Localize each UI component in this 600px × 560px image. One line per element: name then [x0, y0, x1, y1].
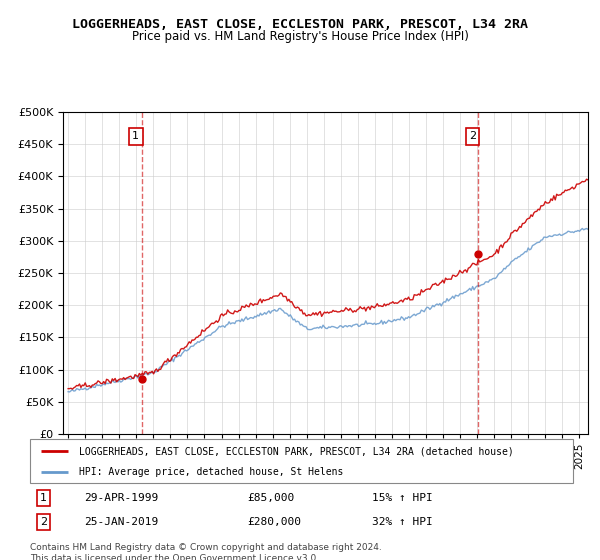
Text: 2: 2 [469, 132, 476, 142]
Text: £85,000: £85,000 [247, 493, 295, 503]
FancyBboxPatch shape [30, 439, 573, 483]
Text: 29-APR-1999: 29-APR-1999 [85, 493, 158, 503]
Text: HPI: Average price, detached house, St Helens: HPI: Average price, detached house, St H… [79, 467, 343, 477]
Text: Contains HM Land Registry data © Crown copyright and database right 2024.
This d: Contains HM Land Registry data © Crown c… [30, 543, 382, 560]
Text: £280,000: £280,000 [247, 517, 301, 526]
Text: 2: 2 [40, 517, 47, 526]
Text: 32% ↑ HPI: 32% ↑ HPI [372, 517, 433, 526]
Text: LOGGERHEADS, EAST CLOSE, ECCLESTON PARK, PRESCOT, L34 2RA: LOGGERHEADS, EAST CLOSE, ECCLESTON PARK,… [72, 18, 528, 31]
Text: 25-JAN-2019: 25-JAN-2019 [85, 517, 158, 526]
Text: 1: 1 [40, 493, 47, 503]
Text: 1: 1 [132, 132, 139, 142]
Text: LOGGERHEADS, EAST CLOSE, ECCLESTON PARK, PRESCOT, L34 2RA (detached house): LOGGERHEADS, EAST CLOSE, ECCLESTON PARK,… [79, 446, 514, 456]
Text: 15% ↑ HPI: 15% ↑ HPI [372, 493, 433, 503]
Text: Price paid vs. HM Land Registry's House Price Index (HPI): Price paid vs. HM Land Registry's House … [131, 30, 469, 43]
